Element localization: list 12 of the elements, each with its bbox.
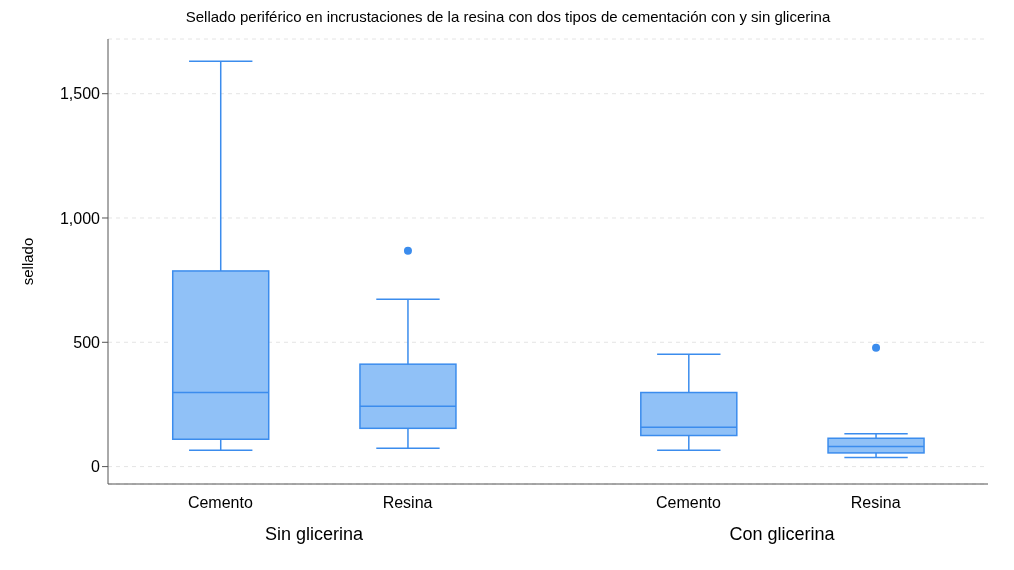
x-tick-label: Resina [850,494,901,511]
chart-title: Sellado periférico en incrustaciones de la resina con dos tipos de cementación con y sin glicerina [184,8,832,25]
text: Sin glicerina [264,524,364,544]
y-tick-label: 1,000 [59,209,101,227]
y-tick-label: 500 [73,333,101,351]
x-tick-label: Cemento [187,494,253,511]
x-tick-label: Cemento [655,494,721,511]
x-tick-label: Resina [382,494,433,511]
y-axis-title: sellado [19,237,37,286]
y-tick-label: 1,500 [59,85,101,103]
y-tick-label: 0 [91,458,101,476]
text: Con glicerina [729,524,836,544]
